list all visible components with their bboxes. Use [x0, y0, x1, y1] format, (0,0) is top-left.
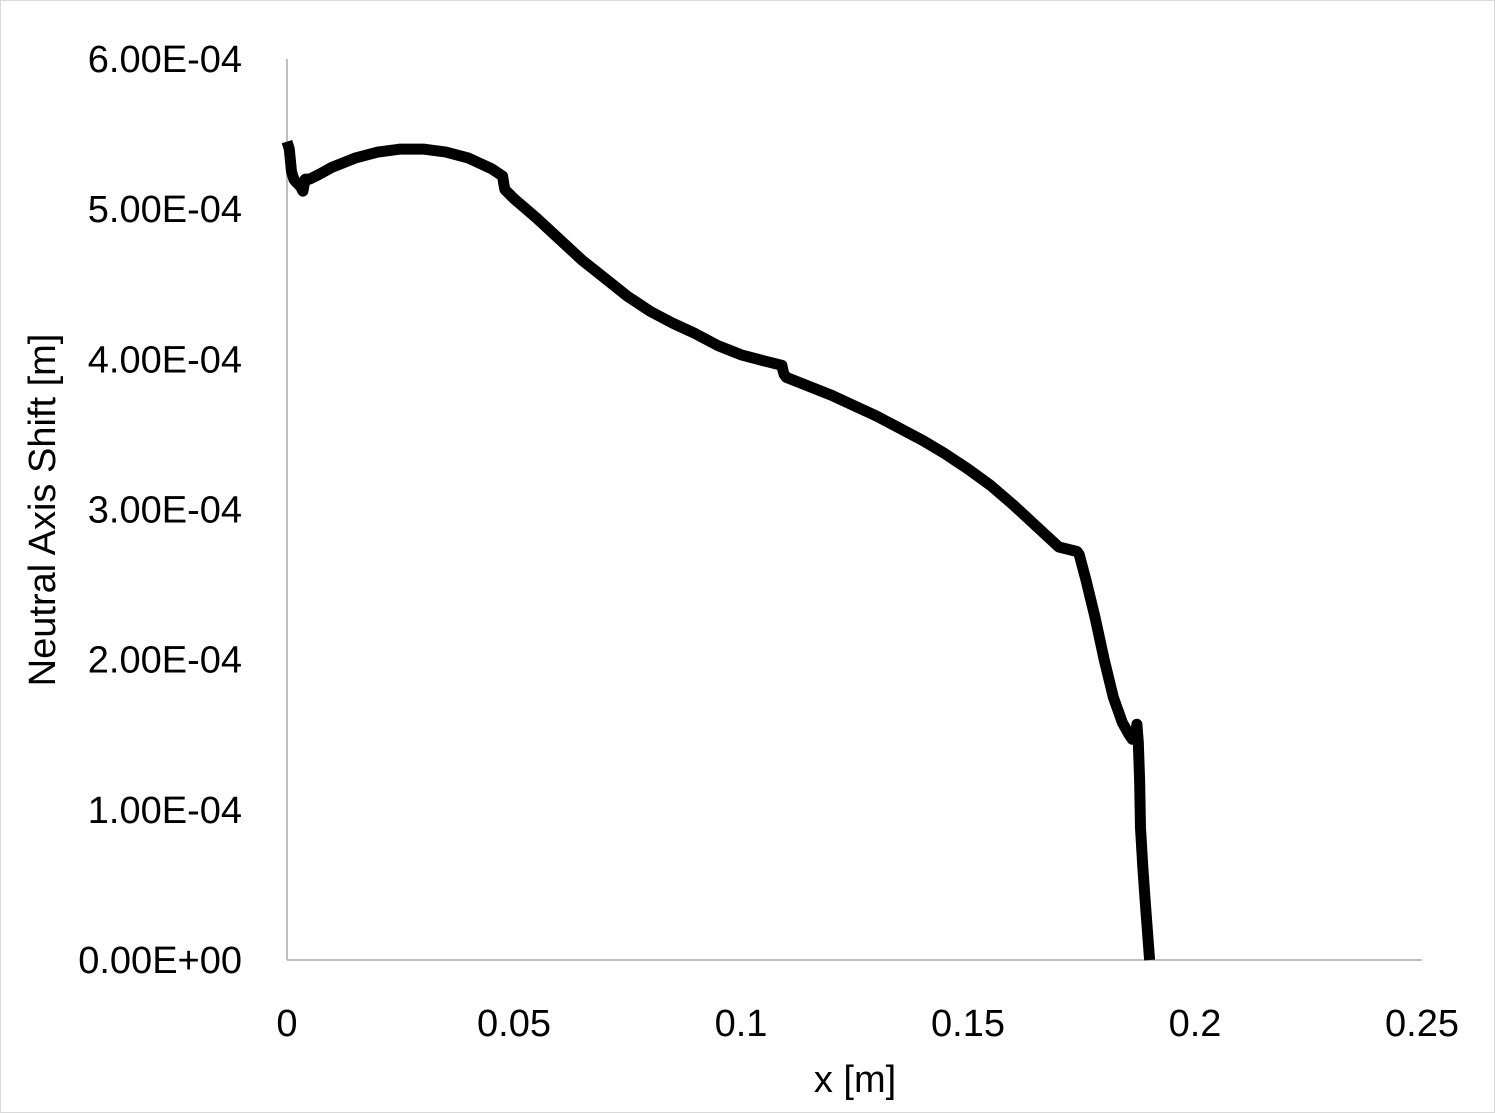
series-line [281, 139, 1156, 961]
x-tick-label: 0.2 [1169, 1003, 1222, 1045]
y-axis-label: Neutral Axis Shift [m] [22, 334, 64, 687]
axes [286, 59, 1422, 961]
y-tick-label: 1.00E-04 [88, 790, 242, 832]
y-tick-label: 6.00E-04 [88, 39, 242, 81]
x-tick-label: 0.1 [715, 1003, 768, 1045]
x-tick-label: 0.15 [931, 1003, 1005, 1045]
x-tick-label: 0.25 [1385, 1003, 1459, 1045]
series-layer [281, 139, 1156, 961]
x-tick-label: 0.05 [477, 1003, 551, 1045]
y-tick-labels: 0.00E+00 1.00E-04 2.00E-04 3.00E-04 4.00E-04… [78, 39, 242, 982]
x-tick-labels: 0 0.05 0.1 0.15 0.2 0.25 [276, 1003, 1459, 1045]
y-tick-label: 4.00E-04 [88, 339, 242, 381]
y-tick-label: 5.00E-04 [88, 189, 242, 231]
x-tick-label: 0 [276, 1003, 297, 1045]
y-tick-label: 0.00E+00 [78, 940, 242, 982]
y-tick-label: 2.00E-04 [88, 640, 242, 682]
y-tick-label: 3.00E-04 [88, 490, 242, 532]
x-axis-label: x [m] [814, 1059, 896, 1101]
